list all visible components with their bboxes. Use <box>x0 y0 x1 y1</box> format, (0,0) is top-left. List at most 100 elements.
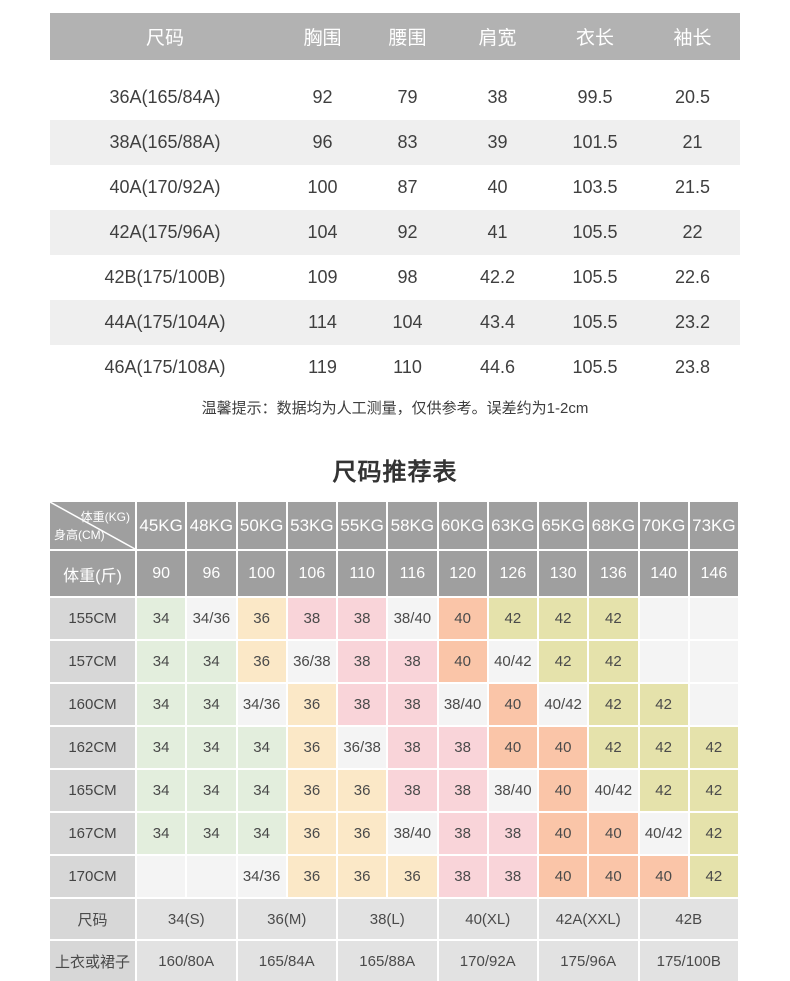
size-value-cell: 34 <box>137 641 186 682</box>
size-value-cell: 40 <box>589 813 638 854</box>
recommend-table-title: 尺码推荐表 <box>332 459 458 486</box>
garment-spec-cell: 160/80A <box>137 941 236 981</box>
size-value-cell: 34/36 <box>187 598 236 639</box>
size-value-cell: 34 <box>187 641 236 682</box>
size-value-cell: 42 <box>589 684 638 725</box>
measure-value-cell: 104 <box>392 312 423 332</box>
measure-value-cell: 21 <box>682 132 703 152</box>
size-value-cell: 36 <box>287 684 336 725</box>
weight-jin-cell: 90 <box>137 551 186 596</box>
measurement-row: 42A(175/96A) 104 92 41 105.5 22 <box>50 210 740 255</box>
size-value-cell: 38 <box>438 813 487 854</box>
weight-jin-cell: 106 <box>287 551 336 596</box>
size-value-cell: 38 <box>287 598 336 639</box>
measure-value-cell: 104 <box>307 222 338 242</box>
measure-value-cell: 79 <box>397 87 418 107</box>
measure-value-cell: 103.5 <box>572 177 618 197</box>
height-label: 167CM <box>50 813 135 854</box>
weight-kg-cell: 73KG <box>689 502 738 549</box>
measure-value-cell: 105.5 <box>572 267 618 287</box>
measurement-table-body: 36A(165/84A) 92 79 38 99.5 20.5 38A(165/88A) 96… <box>50 68 740 391</box>
garment-spec-cell: 165/88A <box>338 941 437 981</box>
weight-kg-cell: 55KG <box>338 502 387 549</box>
size-value-cell: 34/36 <box>237 856 286 897</box>
measure-value-cell: 105.5 <box>572 357 618 377</box>
measure-value-cell: 43.4 <box>479 312 516 332</box>
size-value-cell: 40/42 <box>539 684 588 725</box>
weight-jin-cell: 140 <box>639 551 688 596</box>
measure-value-cell: 39 <box>487 132 508 152</box>
measure-value-cell: 92 <box>397 222 418 242</box>
size-name-cell: 46A(175/108A) <box>104 357 226 377</box>
diagonal-line-icon <box>50 502 135 549</box>
garment-row-label: 上衣或裙子 <box>50 941 135 981</box>
garment-spec-cell: 170/92A <box>438 941 537 981</box>
measurement-row: 40A(170/92A) 100 87 40 103.5 21.5 <box>50 165 740 210</box>
weight-kg-cell: 63KG <box>488 502 537 549</box>
height-label: 170CM <box>50 856 135 897</box>
size-value-cell: 34 <box>187 770 236 811</box>
size-value-cell: 38/40 <box>488 770 537 811</box>
size-value-cell: 36/38 <box>338 727 387 768</box>
size-value-cell: 42 <box>589 598 638 639</box>
measure-value-cell: 101.5 <box>572 132 618 152</box>
size-value-cell: 36 <box>237 598 286 639</box>
size-value-cell: 38 <box>438 727 487 768</box>
size-value-cell: 40/42 <box>639 813 688 854</box>
weight-jin-cell: 136 <box>589 551 638 596</box>
measure-value-cell: 109 <box>307 267 338 287</box>
size-value-cell: 40 <box>589 856 638 897</box>
garment-spec-cell: 165/84A <box>237 941 336 981</box>
size-value-cell: 34 <box>187 813 236 854</box>
size-value-cell: 34 <box>137 598 186 639</box>
weight-kg-cell: 45KG <box>137 502 186 549</box>
measure-value-cell: 105.5 <box>572 312 618 332</box>
measure-value-cell: 99.5 <box>577 87 613 107</box>
weight-jin-cell: 96 <box>187 551 236 596</box>
measurement-header-cell: 袖长 <box>645 13 740 75</box>
size-value-cell: 36 <box>338 770 387 811</box>
size-value-cell: 34 <box>137 727 186 768</box>
size-value-cell: 40 <box>488 727 537 768</box>
weight-jin-cell: 126 <box>488 551 537 596</box>
size-value-cell <box>639 641 688 682</box>
measure-value-cell: 87 <box>397 177 418 197</box>
measure-value-cell: 100 <box>307 177 338 197</box>
recommend-table: 体重(KG) 身高(CM) 45KG 48KG 50KG 53KG 55KG 58KG 60KG… <box>50 502 738 981</box>
weight-jin-cell: 100 <box>237 551 286 596</box>
measure-value-cell: 83 <box>397 132 418 152</box>
height-label: 160CM <box>50 684 135 725</box>
size-name-cell: 44A(175/104A) <box>104 312 226 332</box>
size-value-cell: 34 <box>187 727 236 768</box>
size-value-cell: 38 <box>388 770 437 811</box>
size-value-cell: 38/40 <box>388 598 437 639</box>
weight-jin-cell: 146 <box>689 551 738 596</box>
size-value-cell <box>689 641 738 682</box>
size-value-cell: 42 <box>539 598 588 639</box>
size-value-cell: 40 <box>539 813 588 854</box>
height-label: 162CM <box>50 727 135 768</box>
size-value-cell: 38 <box>438 856 487 897</box>
weight-jin-cell: 130 <box>539 551 588 596</box>
size-value-cell: 38 <box>438 770 487 811</box>
size-value-cell: 38 <box>488 856 537 897</box>
measurement-row: 42B(175/100B) 109 98 42.2 105.5 22.6 <box>50 255 740 300</box>
size-value-cell: 38 <box>488 813 537 854</box>
size-value-cell: 42 <box>639 727 688 768</box>
weight-kg-cell: 48KG <box>187 502 236 549</box>
size-value-cell: 38/40 <box>438 684 487 725</box>
size-value-cell: 40 <box>639 856 688 897</box>
measure-value-cell: 38 <box>487 87 508 107</box>
size-value-cell: 36 <box>388 856 437 897</box>
size-group-cell: 42A(XXL) <box>539 899 638 939</box>
weight-kg-cell: 53KG <box>287 502 336 549</box>
height-label: 155CM <box>50 598 135 639</box>
size-value-cell: 34 <box>137 813 186 854</box>
size-value-cell <box>639 598 688 639</box>
measurement-row: 46A(175/108A) 119 110 44.6 105.5 23.8 <box>50 345 740 390</box>
measurement-row: 36A(165/84A) 92 79 38 99.5 20.5 <box>50 68 740 121</box>
measure-value-cell: 23.2 <box>674 312 711 332</box>
measurement-table: 尺码 胸围 腰围 肩宽 衣长 袖长 36A(165/84A) 92 79 38 99.5 20.5 3… <box>50 13 740 390</box>
size-value-cell <box>689 684 738 725</box>
